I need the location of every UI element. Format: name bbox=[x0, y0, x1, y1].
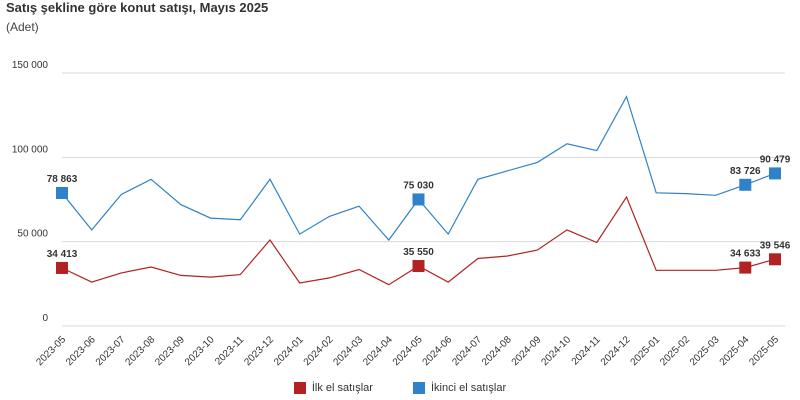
x-tick-label: 2023-12 bbox=[242, 334, 276, 368]
data-point bbox=[625, 96, 627, 98]
data-point bbox=[388, 284, 390, 286]
data-point bbox=[388, 239, 390, 241]
x-tick-label: 2024-02 bbox=[302, 334, 336, 368]
data-marker bbox=[56, 186, 68, 199]
data-marker bbox=[739, 178, 752, 191]
data-point bbox=[358, 268, 360, 270]
data-point bbox=[715, 194, 717, 196]
data-point bbox=[477, 258, 479, 260]
x-tick-label: 2023-08 bbox=[124, 334, 158, 368]
data-point bbox=[269, 239, 271, 241]
legend-label-second: İkinci el satışlar bbox=[430, 382, 507, 394]
data-point bbox=[180, 204, 182, 206]
data-point bbox=[328, 277, 330, 279]
data-point bbox=[625, 196, 627, 198]
data-point bbox=[120, 272, 122, 274]
data-point bbox=[299, 282, 301, 284]
x-tick-label: 2023-09 bbox=[153, 334, 187, 368]
data-point bbox=[358, 205, 360, 207]
data-label: 78 863 bbox=[47, 174, 78, 185]
data-point bbox=[239, 219, 241, 221]
x-tick-label: 2025-03 bbox=[688, 334, 722, 368]
x-tick-label: 2023-11 bbox=[213, 334, 247, 368]
data-point bbox=[536, 249, 538, 251]
x-tick-label: 2023-06 bbox=[64, 334, 98, 368]
x-tick-label: 2025-04 bbox=[718, 334, 752, 368]
data-marker bbox=[412, 193, 425, 206]
data-point bbox=[596, 242, 598, 244]
legend-item-first: İlk el satışlar bbox=[293, 379, 373, 397]
data-point bbox=[566, 229, 568, 231]
legend-label-first: İlk el satışlar bbox=[311, 382, 373, 394]
data-label: 35 550 bbox=[403, 247, 434, 258]
x-tick-label: 2023-07 bbox=[94, 334, 128, 368]
data-marker bbox=[769, 253, 781, 266]
data-label: 34 633 bbox=[730, 249, 761, 260]
legend: İlk el satışlar İkinci el satışlar bbox=[0, 379, 800, 397]
data-point bbox=[596, 150, 598, 152]
x-tick-label: 2024-01 bbox=[272, 334, 306, 368]
data-point bbox=[91, 229, 93, 231]
chart-subtitle: (Adet) bbox=[6, 20, 39, 34]
data-point bbox=[507, 170, 509, 172]
data-point bbox=[655, 269, 657, 271]
data-point bbox=[239, 274, 241, 276]
x-tick-label: 2024-09 bbox=[510, 334, 544, 368]
data-marker bbox=[739, 261, 752, 274]
data-point bbox=[477, 178, 479, 180]
y-tick-label: 100 000 bbox=[12, 144, 49, 155]
data-point bbox=[447, 281, 449, 283]
x-tick-label: 2025-05 bbox=[747, 334, 781, 368]
x-tick-label: 2024-07 bbox=[450, 334, 484, 368]
x-tick-label: 2025-01 bbox=[629, 334, 663, 368]
y-tick-label: 150 000 bbox=[12, 60, 49, 71]
data-point bbox=[91, 281, 93, 283]
data-label: 75 030 bbox=[403, 180, 434, 191]
data-label: 90 479 bbox=[760, 154, 791, 165]
data-point bbox=[328, 215, 330, 217]
data-label: 39 546 bbox=[760, 240, 791, 251]
series-line-2 bbox=[61, 95, 776, 241]
x-tick-label: 2024-03 bbox=[331, 334, 365, 368]
data-point bbox=[685, 193, 687, 195]
chart-title: Satış şekline göre konut satışı, Mayıs 2… bbox=[6, 0, 269, 15]
data-marker bbox=[412, 260, 425, 273]
x-tick-label: 2023-05 bbox=[34, 334, 68, 368]
x-tick-label: 2024-10 bbox=[539, 334, 573, 368]
data-point bbox=[150, 266, 152, 268]
data-point bbox=[150, 178, 152, 180]
data-point bbox=[566, 143, 568, 145]
x-tick-label: 2024-12 bbox=[599, 334, 633, 368]
data-label: 34 413 bbox=[47, 249, 78, 260]
legend-swatch-second bbox=[412, 382, 425, 394]
x-tick-label: 2025-02 bbox=[658, 334, 692, 368]
data-point bbox=[180, 274, 182, 276]
data-point bbox=[210, 217, 212, 219]
data-point bbox=[536, 161, 538, 163]
y-tick-label: 50 000 bbox=[17, 229, 48, 240]
x-tick-label: 2024-05 bbox=[391, 334, 425, 368]
data-point bbox=[685, 269, 687, 271]
y-tick-label: 0 bbox=[42, 313, 48, 324]
data-marker bbox=[56, 261, 68, 274]
data-point bbox=[120, 193, 122, 195]
x-tick-label: 2024-08 bbox=[480, 334, 514, 368]
legend-swatch-first bbox=[293, 382, 306, 394]
data-label: 83 726 bbox=[730, 166, 761, 177]
data-point bbox=[299, 233, 301, 235]
data-point bbox=[210, 276, 212, 278]
data-marker bbox=[769, 167, 781, 180]
data-point bbox=[715, 269, 717, 271]
x-tick-label: 2024-04 bbox=[361, 334, 395, 368]
x-tick-label: 2024-06 bbox=[421, 334, 455, 368]
data-point bbox=[655, 192, 657, 194]
x-tick-label: 2023-10 bbox=[183, 334, 217, 368]
data-point bbox=[507, 255, 509, 257]
legend-item-second: İkinci el satışlar bbox=[412, 379, 507, 397]
x-tick-label: 2024-11 bbox=[570, 334, 604, 368]
data-point bbox=[269, 178, 271, 180]
data-point bbox=[447, 233, 449, 235]
